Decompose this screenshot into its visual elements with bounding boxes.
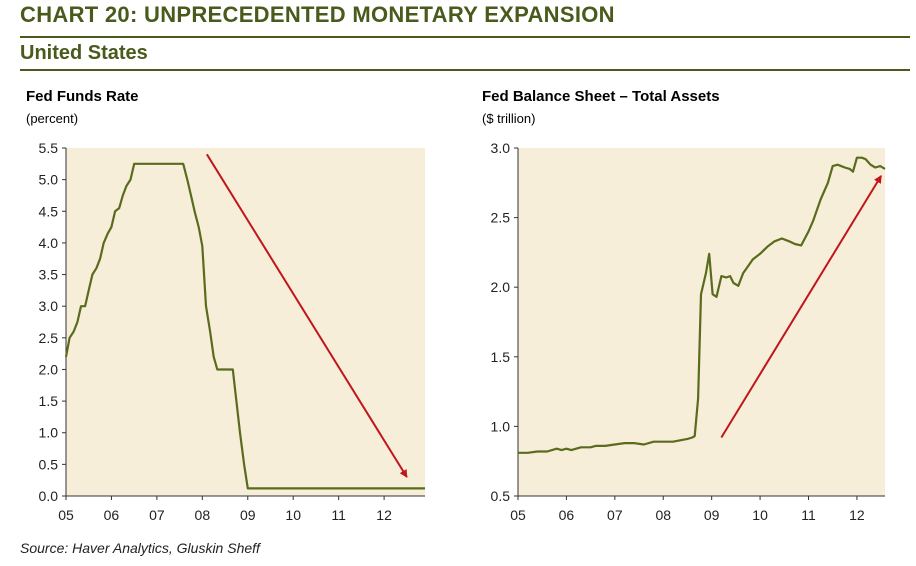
title-divider: [20, 36, 910, 38]
bs-x-tick-label: 12: [849, 507, 865, 523]
ffr-x-tick-label: 08: [195, 507, 211, 523]
bs-x-tick-label: 07: [607, 507, 623, 523]
bs-y-tick-label: 2.0: [491, 279, 511, 295]
bs-y-tick-label: 3.0: [491, 140, 511, 156]
bs-x-tick-label: 11: [801, 507, 816, 523]
region-divider: [20, 69, 910, 71]
right-panel-unit: ($ trillion): [482, 111, 536, 126]
ffr-trend-arrow: [206, 153, 408, 478]
left-panel-title: Fed Funds Rate: [26, 88, 139, 105]
bs-y-tick-label: 1.0: [491, 418, 511, 434]
ffr-y-tick-label: 0.0: [39, 488, 59, 504]
bs-x-tick-label: 10: [752, 507, 768, 523]
ffr-y-tick-label: 0.5: [39, 456, 59, 472]
ffr-series-line: [64, 162, 425, 490]
bs-x-tick-label: 05: [510, 507, 526, 523]
ffr-y-tick-label: 1.0: [39, 425, 59, 441]
ffr-y-tick-label: 3.0: [39, 298, 59, 314]
right-panel-title: Fed Balance Sheet – Total Assets: [482, 88, 720, 105]
left-panel-unit: (percent): [26, 111, 79, 126]
ffr-y-tick-label: 4.0: [39, 235, 59, 251]
ffr-y-tick-label: 4.5: [39, 203, 59, 219]
ffr-y-tick-label: 5.5: [39, 140, 59, 156]
bs-y-tick-label: 2.5: [491, 210, 511, 226]
ffr-x-tick-label: 06: [104, 507, 120, 523]
bs-plot-area: [518, 148, 885, 496]
ffr-x-tick-label: 09: [240, 507, 256, 523]
ffr-plot-area: [66, 148, 425, 496]
ffr-y-tick-label: 3.5: [39, 267, 59, 283]
bs-x-tick-label: 08: [655, 507, 671, 523]
chart-title: CHART 20: UNPRECEDENTED MONETARY EXPANSI…: [20, 2, 615, 27]
ffr-x-tick-label: 12: [376, 507, 392, 523]
region-title: United States: [20, 42, 148, 64]
ffr-x-tick-label: 10: [285, 507, 301, 523]
bs-x-tick-label: 06: [559, 507, 575, 523]
bs-y-tick-label: 0.5: [491, 488, 511, 504]
ffr-x-tick-label: 11: [331, 507, 346, 523]
ffr-x-tick-label: 05: [58, 507, 74, 523]
ffr-y-tick-label: 5.0: [39, 172, 59, 188]
ffr-y-tick-label: 2.5: [39, 330, 59, 346]
ffr-y-tick-label: 2.0: [39, 361, 59, 377]
bs-y-tick-label: 1.5: [491, 349, 511, 365]
ffr-x-tick-label: 07: [149, 507, 165, 523]
bs-x-tick-label: 09: [704, 507, 720, 523]
ffr-y-tick-label: 1.5: [39, 393, 59, 409]
bs-series-line: [518, 156, 886, 454]
source-note: Source: Haver Analytics, Gluskin Sheff: [20, 540, 260, 556]
bs-trend-arrow: [720, 174, 882, 439]
